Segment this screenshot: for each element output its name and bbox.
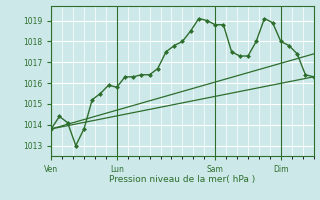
X-axis label: Pression niveau de la mer( hPa ): Pression niveau de la mer( hPa ) [109,175,256,184]
